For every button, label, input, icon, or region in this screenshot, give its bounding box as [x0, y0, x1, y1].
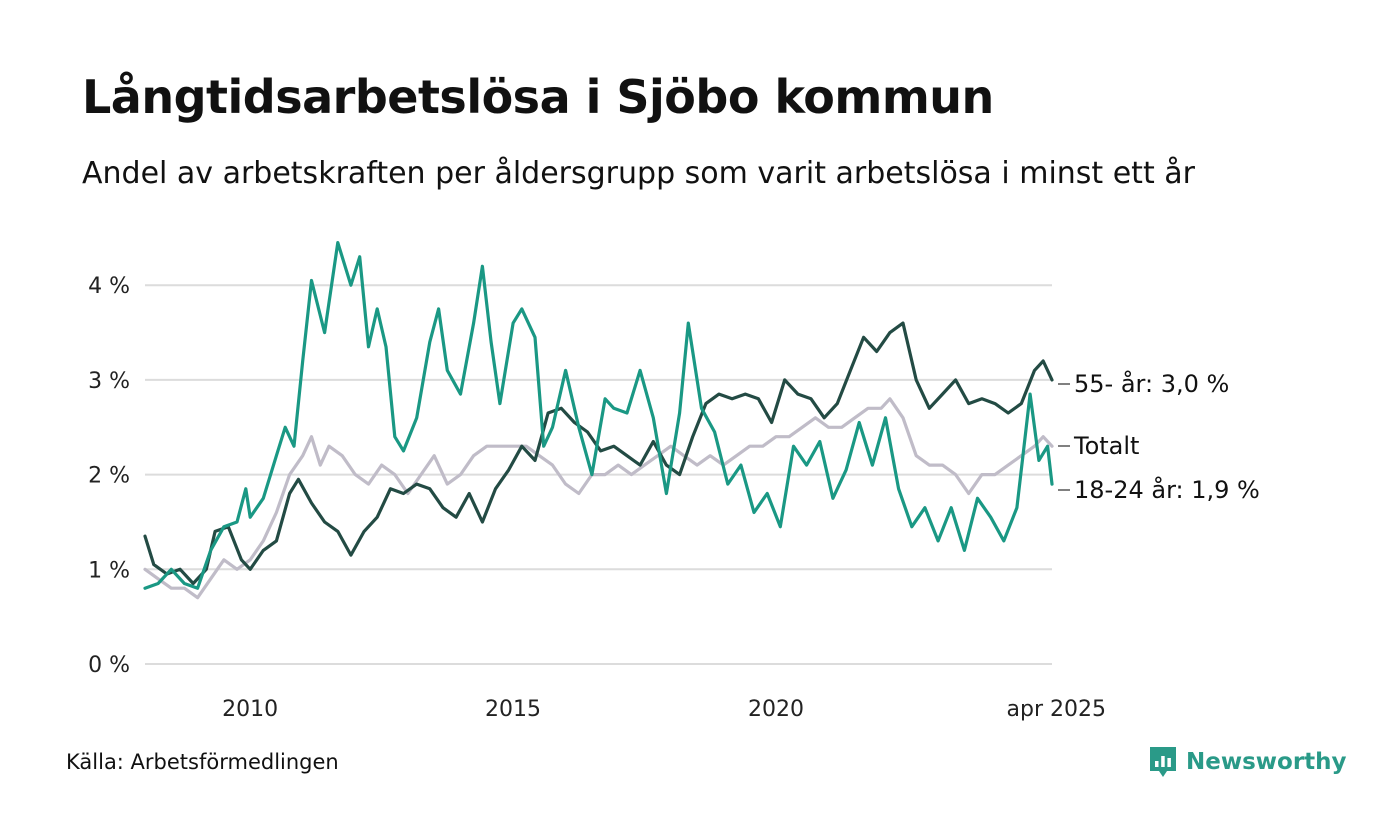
newsworthy-logo-icon — [1150, 747, 1176, 777]
y-tick-label: 0 % — [88, 653, 130, 678]
x-axis-ticks: 2010 2015 2020 apr 2025 — [222, 697, 1106, 722]
source-note: Källa: Arbetsförmedlingen — [66, 750, 339, 774]
series-line-totalt — [143, 397, 1054, 600]
series-line-55-r — [143, 321, 1054, 586]
chart-title: Långtidsarbetslösa i Sjöbo kommun — [82, 70, 994, 124]
y-axis-ticks: 0 % 1 % 2 % 3 % 4 % — [88, 274, 130, 678]
brand-name: Newsworthy — [1186, 749, 1347, 775]
series-end-label: 55- år: 3,0 % — [1074, 369, 1229, 398]
brand-logo[interactable]: Newsworthy — [1148, 744, 1347, 780]
x-tick-label: 2020 — [748, 697, 804, 722]
chart-subtitle: Andel av arbetskraften per åldersgrupp s… — [82, 156, 1195, 191]
x-tick-label: 2015 — [485, 697, 541, 722]
end-labels: Totalt 55- år: 3,0 % 18-24 år: 1,9 % — [1058, 369, 1260, 504]
x-tick-label: 2010 — [222, 697, 278, 722]
x-tick-label: apr 2025 — [1007, 697, 1106, 722]
series-lines — [143, 241, 1054, 600]
y-tick-label: 2 % — [88, 464, 130, 489]
y-tick-label: 3 % — [88, 369, 130, 394]
series-end-label: 18-24 år: 1,9 % — [1074, 475, 1260, 504]
series-end-label: Totalt — [1073, 432, 1139, 460]
series-line-18-24-r — [143, 241, 1054, 590]
y-tick-label: 4 % — [88, 274, 130, 299]
y-tick-label: 1 % — [88, 558, 130, 583]
